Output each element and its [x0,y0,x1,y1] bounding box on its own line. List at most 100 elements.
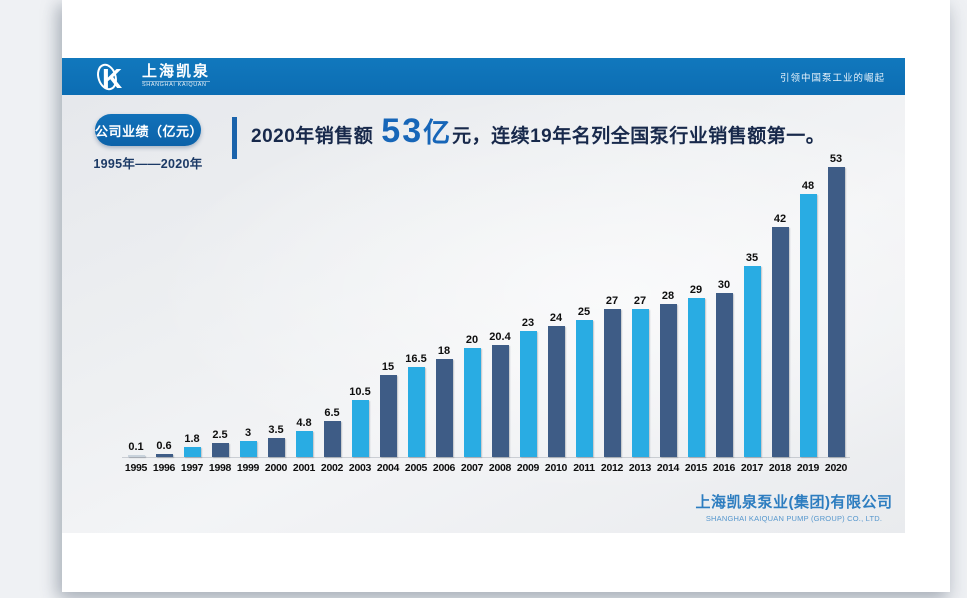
bar-group: 4.8 [290,417,318,457]
bar [211,443,229,457]
bar-group: 27 [598,295,626,457]
x-axis-year-label: 2017 [740,462,764,474]
x-axis-year-label: 2010 [544,462,568,474]
bar-value-label: 25 [577,306,591,319]
header-tagline: 引领中国泵工业的崛起 [779,72,885,84]
bar-group: 53 [822,153,850,457]
bar-value-label: 4.8 [296,416,312,429]
bar-value-label: 16.5 [405,352,427,365]
x-axis-year-label: 1996 [152,462,176,474]
title-rest: 元，连续19年名列全国泵行业销售额第一。 [452,126,826,147]
bar-group: 48 [794,180,822,457]
bar [659,303,677,457]
slide-card: K 上海凯泉 SHANGHAI KAIQUAN 引领中国泵工业的崛起 公司业绩（… [62,0,950,592]
bar [239,440,257,457]
bar [827,167,845,457]
bar-value-label: 6.5 [324,407,340,420]
bar-value-label: 27 [633,295,647,308]
chart-x-axis: 1995 1996 1997 1998 1999 2000 2001 2002 2003 2004… [122,462,850,474]
x-axis-year-label: 2011 [573,462,595,474]
x-axis-year-label: 2012 [600,462,624,474]
bar-group: 1.8 [178,433,206,457]
x-axis-year-label: 2020 [824,462,848,474]
bar-group: 28 [654,290,682,457]
bar [323,421,341,457]
bar-group: 0.6 [150,440,178,457]
bar-value-label: 53 [829,153,843,165]
bar-group: 23 [514,317,542,457]
performance-badge: 公司业绩（亿元） [95,114,203,146]
bar-value-label: 48 [801,180,815,193]
bar [295,430,313,457]
bar [183,447,201,457]
bar-value-label: 10.5 [349,385,371,398]
x-axis-year-label: 2019 [796,462,820,474]
bar [379,374,397,457]
logo-text-en: SHANGHAI KAIQUAN [142,81,211,89]
bar [267,437,285,457]
x-axis-year-label: 2013 [628,462,652,474]
bar [715,292,733,457]
bar-group: 15 [374,361,402,457]
bar-group: 25 [570,306,598,457]
bar-group: 27 [626,295,654,457]
bar-value-label: 0.6 [156,439,172,452]
chart-baseline [122,457,850,458]
x-axis-year-label: 1995 [124,462,148,474]
bar-group: 42 [766,213,794,457]
bar [351,399,369,457]
bar-group: 24 [542,312,570,457]
bar-group: 20.4 [486,331,514,457]
bar [799,194,817,457]
bar-value-label: 35 [745,251,759,264]
bar [463,347,481,457]
bar [575,320,593,457]
bar-value-label: 27 [605,295,619,308]
slide-content: 公司业绩（亿元） 1995年——2020年 2020年销售额 53 亿 元，连续… [62,95,905,533]
footer-company: 上海凯泉泵业(集团)有限公司 SHANGHAI KAIQUAN PUMP (GR… [689,491,899,523]
bar-group: 3 [234,427,262,457]
bar [631,309,649,457]
bar-value-label: 42 [773,213,787,226]
x-axis-year-label: 2002 [320,462,344,474]
bar-group: 18 [430,344,458,457]
bar [491,345,509,457]
x-axis-year-label: 2006 [432,462,456,474]
x-axis-year-label: 1999 [236,462,260,474]
x-axis-year-label: 2003 [348,462,372,474]
bar [519,331,537,457]
bar [771,227,789,457]
bar-group: 16.5 [402,353,430,457]
title-highlight-unit: 亿 [423,118,451,148]
company-name-en: SHANGHAI KAIQUAN PUMP (GROUP) CO., LTD. [705,514,883,523]
bar-value-label: 23 [521,317,535,330]
chart-bars-row: 0.1 0.6 1.8 2.5 3 3.5 4.8 6.5 10.5 15 16.5 18 20 20.4… [122,147,850,457]
bar-value-label: 3.5 [268,423,284,436]
x-axis-year-label: 2009 [516,462,540,474]
title-highlight-number: 53 [381,112,424,150]
bar-group: 3.5 [262,424,290,457]
x-axis-year-label: 1997 [180,462,204,474]
bar [603,309,621,457]
x-axis-year-label: 2007 [460,462,484,474]
sales-bar-chart: 0.1 0.6 1.8 2.5 3 3.5 4.8 6.5 10.5 15 16.5 18 20 20.4… [122,147,850,474]
bar-value-label: 30 [717,278,731,291]
bar-group: 29 [682,284,710,457]
x-axis-year-label: 2005 [404,462,428,474]
x-axis-year-label: 2016 [712,462,736,474]
bar-value-label: 15 [381,360,395,373]
bar [547,325,565,457]
bar-group: 35 [738,251,766,457]
x-axis-year-label: 2000 [264,462,288,474]
company-logo: K 上海凯泉 SHANGHAI KAIQUAN [95,62,211,92]
bar [743,265,761,457]
header-band: K 上海凯泉 SHANGHAI KAIQUAN 引领中国泵工业的崛起 [62,58,905,95]
svg-text:K: K [102,63,122,92]
bar-group: 30 [710,279,738,457]
x-axis-year-label: 1998 [208,462,232,474]
bar-value-label: 18 [437,344,451,357]
bar [687,298,705,457]
x-axis-year-label: 2015 [684,462,708,474]
kaiquan-logo-icon: K [97,63,122,92]
